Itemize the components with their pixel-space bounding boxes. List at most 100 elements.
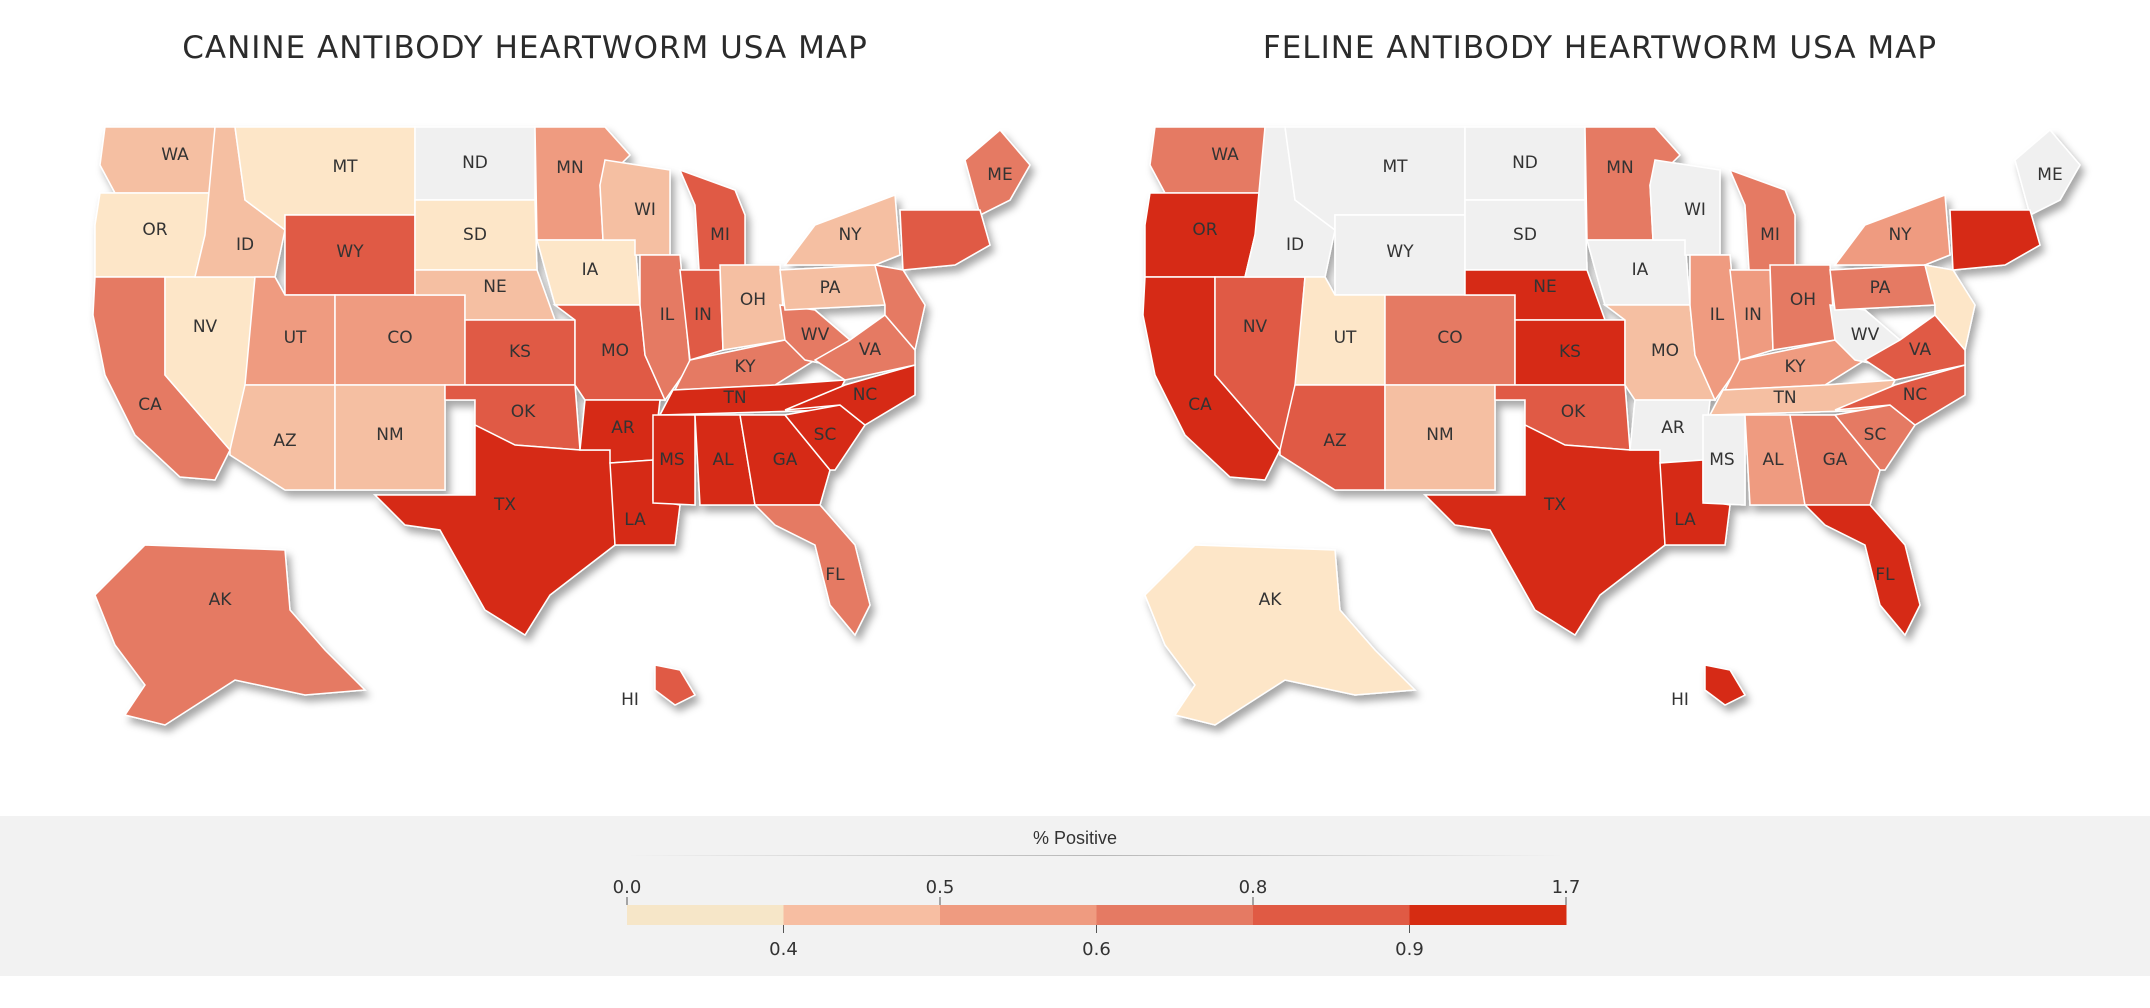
state-ne_reg[interactable] (1949, 209, 2041, 271)
state-label-sc: SC (814, 425, 837, 445)
state-nc[interactable] (784, 364, 916, 426)
state-fl[interactable] (1803, 504, 1921, 637)
state-me[interactable] (2014, 128, 2081, 217)
state-label-ok: OK (511, 402, 536, 422)
feline-map-title: FELINE ANTIBODY HEARTWORM USA MAP (1262, 30, 1938, 66)
state-label-ga: GA (1823, 450, 1848, 470)
state-label-sd: SD (1513, 225, 1537, 245)
state-nm[interactable] (1384, 384, 1496, 491)
state-ms[interactable] (652, 414, 696, 506)
state-sc[interactable] (783, 404, 867, 471)
state-label-wi: WI (634, 200, 656, 220)
state-label-ms: MS (659, 450, 684, 470)
state-wi[interactable] (599, 159, 671, 256)
state-label-mn: MN (556, 158, 583, 178)
state-label-mo: MO (601, 341, 629, 361)
state-label-oh: OH (740, 290, 766, 310)
legend-label-top-0: 0.0 (613, 877, 642, 898)
state-ne_reg[interactable] (899, 209, 991, 271)
state-label-ok: OK (1561, 402, 1586, 422)
state-label-fl: FL (1875, 565, 1895, 585)
legend-swatch-3 (1096, 905, 1254, 925)
state-label-az: AZ (1323, 431, 1346, 451)
state-label-ne: NE (483, 277, 506, 297)
state-ms[interactable] (1702, 414, 1746, 506)
legend-divider (625, 855, 1565, 856)
state-label-ar: AR (1661, 418, 1685, 438)
legend-label-bottom-1: 0.6 (1082, 939, 1111, 960)
state-label-mi: MI (710, 225, 730, 245)
state-fl[interactable] (753, 504, 871, 637)
state-label-mt: MT (1382, 157, 1408, 177)
state-label-nc: NC (1903, 385, 1928, 405)
state-label-me: ME (987, 165, 1012, 185)
state-label-az: AZ (273, 431, 296, 451)
legend-swatch-2 (940, 905, 1097, 925)
state-label-nm: NM (1426, 425, 1453, 445)
state-wa[interactable] (99, 126, 216, 194)
state-me[interactable] (964, 128, 1031, 217)
legend-swatch-4 (1253, 905, 1410, 925)
state-label-ne: NE (1533, 277, 1556, 297)
state-label-mi: MI (1760, 225, 1780, 245)
state-label-tx: TX (493, 495, 516, 515)
state-midatl[interactable] (873, 264, 926, 352)
state-midatl[interactable] (1923, 264, 1976, 352)
state-hi[interactable] (654, 664, 697, 706)
state-label-ms: MS (1709, 450, 1734, 470)
state-label-ny: NY (1888, 225, 1912, 245)
state-label-wa: WA (1211, 145, 1239, 165)
state-ky[interactable] (673, 339, 817, 391)
state-il[interactable] (1689, 254, 1741, 402)
legend-swatch-0 (627, 905, 784, 925)
state-label-id: ID (1286, 235, 1304, 255)
state-label-co: CO (1437, 328, 1462, 348)
state-label-ak: AK (209, 590, 233, 610)
state-label-mt: MT (332, 157, 358, 177)
state-label-or: OR (1192, 220, 1217, 240)
state-label-sd: SD (463, 225, 487, 245)
legend-title: % Positive (1032, 828, 1118, 848)
state-wi[interactable] (1649, 159, 1721, 256)
state-label-ny: NY (838, 225, 862, 245)
state-label-wa: WA (161, 145, 189, 165)
state-label-co: CO (387, 328, 412, 348)
state-label-al: AL (1762, 450, 1784, 470)
state-sc[interactable] (1833, 404, 1917, 471)
state-ky[interactable] (1723, 339, 1867, 391)
state-label-pa: PA (1870, 278, 1891, 298)
state-label-ca: CA (138, 395, 162, 415)
states-group (92, 126, 1031, 726)
canine-map-title: CANINE ANTIBODY HEARTWORM USA MAP (182, 30, 868, 66)
state-label-ut: UT (284, 328, 307, 348)
state-label-tn: TN (722, 388, 746, 408)
state-label-tn: TN (1772, 388, 1796, 408)
state-label-nd: ND (1512, 153, 1538, 173)
state-label-nd: ND (462, 153, 488, 173)
state-label-hi: HI (621, 690, 639, 710)
legend-label-top-1: 0.5 (926, 877, 955, 898)
state-ga[interactable] (1789, 414, 1881, 506)
state-ak[interactable] (1144, 544, 1417, 726)
state-label-il: IL (1710, 305, 1725, 325)
state-nc[interactable] (1834, 364, 1966, 426)
state-label-mo: MO (1651, 341, 1679, 361)
state-label-nv: NV (1243, 317, 1268, 337)
state-label-ky: KY (735, 357, 757, 377)
state-label-in: IN (694, 305, 712, 325)
state-label-wv: WV (1851, 325, 1880, 345)
state-wa[interactable] (1149, 126, 1266, 194)
state-label-ut: UT (1334, 328, 1357, 348)
state-label-wy: WY (1386, 242, 1414, 262)
legend-panel (0, 816, 2150, 976)
state-label-wy: WY (336, 242, 364, 262)
state-label-ga: GA (773, 450, 798, 470)
state-ga[interactable] (739, 414, 831, 506)
state-label-pa: PA (820, 278, 841, 298)
legend-label-bottom-2: 0.9 (1395, 939, 1424, 960)
state-hi[interactable] (1704, 664, 1747, 706)
state-nm[interactable] (334, 384, 446, 491)
state-ak[interactable] (94, 544, 367, 726)
legend-label-top-3: 1.7 (1552, 877, 1580, 898)
state-il[interactable] (639, 254, 691, 402)
